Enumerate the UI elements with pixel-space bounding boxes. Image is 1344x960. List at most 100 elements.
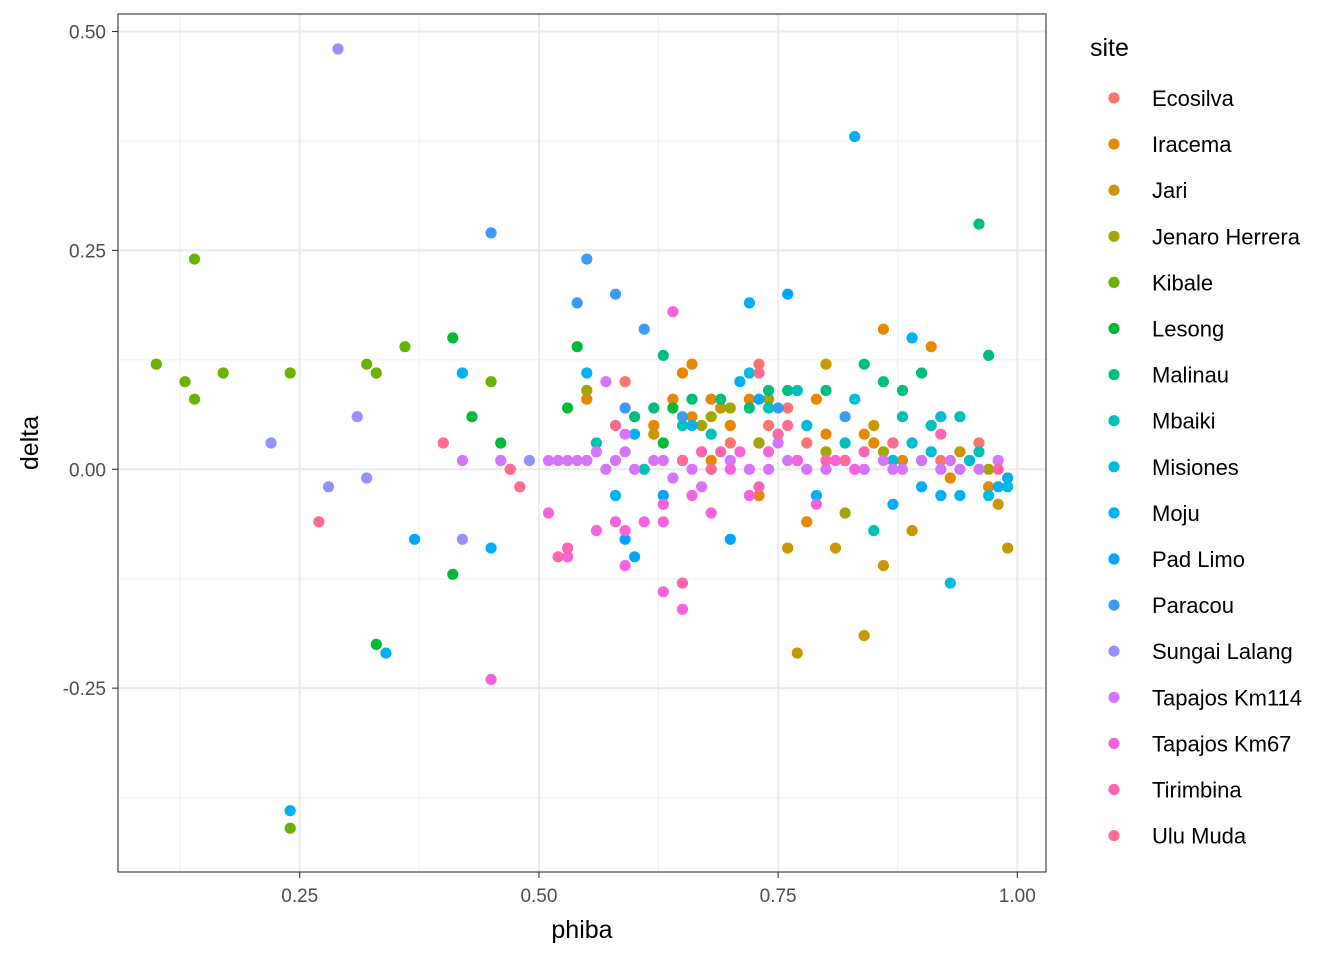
- data-point: [571, 297, 583, 309]
- data-point: [705, 463, 717, 475]
- data-point: [801, 463, 813, 475]
- data-point: [590, 446, 603, 458]
- x-tick-label: 0.75: [760, 886, 797, 907]
- data-point: [753, 437, 765, 449]
- data-point: [600, 463, 612, 475]
- legend-key: [1108, 184, 1120, 196]
- data-point: [820, 446, 832, 458]
- data-point: [571, 341, 583, 353]
- data-point: [801, 516, 813, 528]
- data-point: [839, 507, 851, 519]
- legend-title: site: [1090, 34, 1129, 62]
- data-point: [1002, 472, 1014, 484]
- data-point: [657, 586, 669, 598]
- data-point: [705, 428, 717, 440]
- data-point: [753, 367, 765, 379]
- data-point: [983, 349, 995, 361]
- data-point: [763, 402, 775, 414]
- data-point: [217, 367, 229, 379]
- data-point: [983, 463, 995, 475]
- data-point: [983, 489, 995, 502]
- data-point: [581, 367, 593, 379]
- data-point: [581, 384, 593, 397]
- data-point: [734, 446, 746, 458]
- data-point: [696, 481, 708, 493]
- data-point: [648, 428, 660, 440]
- data-point: [332, 43, 344, 55]
- data-point: [992, 498, 1004, 510]
- data-point: [820, 384, 832, 397]
- data-point: [906, 332, 918, 344]
- data-point: [523, 454, 536, 467]
- data-point: [839, 437, 851, 449]
- legend-label: Malinau: [1152, 363, 1229, 388]
- data-point: [686, 419, 698, 432]
- data-point: [648, 419, 660, 432]
- data-point: [399, 341, 411, 353]
- data-point: [954, 489, 966, 502]
- data-point: [485, 542, 497, 554]
- data-point: [676, 367, 689, 379]
- data-point: [1002, 542, 1014, 554]
- y-tick-label: -0.25: [63, 679, 106, 700]
- data-point: [753, 393, 765, 405]
- legend-label: Ulu Muda: [1152, 824, 1247, 849]
- data-point: [772, 437, 784, 449]
- data-point: [782, 288, 794, 300]
- legend-label: Misiones: [1152, 455, 1239, 480]
- legend-label: Kibale: [1152, 270, 1213, 295]
- y-tick-label: 0.25: [69, 241, 106, 262]
- data-point: [715, 402, 727, 414]
- data-point: [686, 393, 698, 405]
- data-point: [715, 446, 727, 458]
- data-point: [609, 288, 622, 300]
- data-point: [590, 437, 603, 449]
- legend-key: [1108, 599, 1120, 611]
- legend-key: [1108, 783, 1120, 796]
- data-point: [763, 446, 775, 458]
- data-point: [456, 367, 468, 379]
- data-point: [705, 507, 717, 519]
- data-point: [380, 647, 392, 659]
- data-point: [896, 411, 909, 423]
- data-point: [485, 673, 497, 686]
- data-point: [676, 603, 689, 615]
- data-point: [581, 454, 593, 467]
- data-point: [829, 542, 842, 554]
- data-point: [935, 454, 947, 467]
- legend-key: [1108, 92, 1120, 104]
- data-point: [887, 498, 899, 510]
- data-point: [820, 463, 832, 475]
- data-point: [916, 454, 928, 467]
- legend-key: [1108, 507, 1120, 519]
- data-point: [896, 454, 909, 467]
- data-point: [868, 437, 880, 449]
- data-point: [590, 525, 603, 537]
- legend-label: Jari: [1152, 178, 1187, 203]
- panel-border: [117, 13, 1047, 873]
- data-point: [619, 560, 631, 572]
- legend-label: Mbaiki: [1152, 409, 1216, 434]
- data-point: [351, 411, 363, 423]
- data-point: [542, 454, 555, 467]
- data-point: [877, 454, 890, 467]
- data-point: [743, 393, 756, 405]
- data-point: [820, 428, 832, 440]
- legend-key: [1108, 138, 1120, 150]
- data-point: [753, 489, 765, 502]
- data-point: [858, 358, 870, 370]
- data-point: [495, 437, 507, 449]
- data-point: [609, 489, 622, 502]
- data-point: [609, 516, 622, 528]
- legend-key: [1108, 461, 1120, 473]
- data-point: [609, 454, 622, 467]
- legend-key: [1108, 645, 1120, 657]
- data-point: [150, 358, 162, 370]
- data-point: [676, 454, 689, 467]
- data-point: [724, 533, 736, 545]
- data-point: [944, 472, 956, 484]
- x-tick-label: 0.50: [520, 886, 557, 907]
- data-point: [935, 463, 947, 475]
- data-point: [983, 481, 995, 493]
- data-point: [619, 525, 631, 537]
